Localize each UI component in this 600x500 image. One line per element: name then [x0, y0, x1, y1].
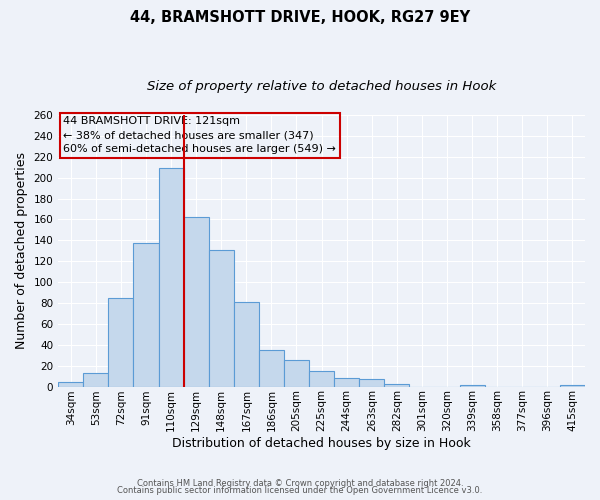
Y-axis label: Number of detached properties: Number of detached properties	[15, 152, 28, 350]
Title: Size of property relative to detached houses in Hook: Size of property relative to detached ho…	[147, 80, 496, 93]
Bar	[234, 302, 259, 386]
Bar	[184, 218, 209, 386]
Bar	[83, 373, 109, 386]
Bar	[158, 168, 184, 386]
Bar	[209, 250, 234, 386]
Bar	[109, 298, 133, 386]
Text: Contains HM Land Registry data © Crown copyright and database right 2024.: Contains HM Land Registry data © Crown c…	[137, 478, 463, 488]
Bar	[259, 350, 284, 387]
Bar	[334, 378, 359, 386]
Bar	[133, 244, 158, 386]
Text: 44 BRAMSHOTT DRIVE: 121sqm
← 38% of detached houses are smaller (347)
60% of sem: 44 BRAMSHOTT DRIVE: 121sqm ← 38% of deta…	[64, 116, 337, 154]
Bar	[284, 360, 309, 386]
Bar	[58, 382, 83, 386]
Text: Contains public sector information licensed under the Open Government Licence v3: Contains public sector information licen…	[118, 486, 482, 495]
X-axis label: Distribution of detached houses by size in Hook: Distribution of detached houses by size …	[172, 437, 471, 450]
Text: 44, BRAMSHOTT DRIVE, HOOK, RG27 9EY: 44, BRAMSHOTT DRIVE, HOOK, RG27 9EY	[130, 10, 470, 25]
Bar	[309, 371, 334, 386]
Bar	[359, 379, 385, 386]
Bar	[385, 384, 409, 386]
